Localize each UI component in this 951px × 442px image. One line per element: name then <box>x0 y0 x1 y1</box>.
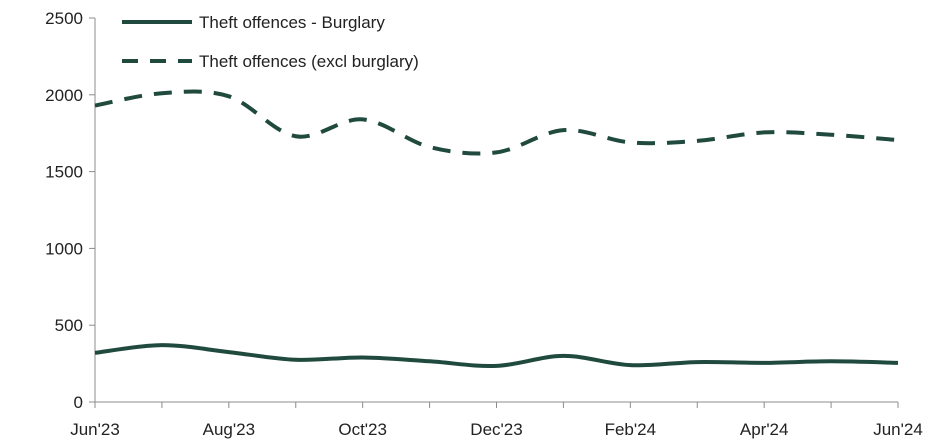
x-tick-label: Jun'23 <box>70 420 120 439</box>
x-tick-label: Aug'23 <box>203 420 255 439</box>
y-tick-label: 500 <box>55 316 83 335</box>
x-tick-label: Jun'24 <box>873 420 923 439</box>
y-tick-label: 0 <box>74 393 83 412</box>
series-line-0 <box>94 343 899 369</box>
legend-label-0: Theft offences - Burglary <box>199 13 385 32</box>
axes: 0 500 1000 1500 2000 2500 Jun'23 Aug'23 Oct'23 De… <box>45 9 923 439</box>
x-tick-label: Apr'24 <box>740 420 789 439</box>
x-tick-label: Oct'23 <box>338 420 387 439</box>
y-tick-label: 2500 <box>45 9 83 28</box>
y-tick-label: 1000 <box>45 239 83 258</box>
series-line-1 <box>94 89 899 156</box>
y-tick-label: 1500 <box>45 163 83 182</box>
x-tick-label: Dec'23 <box>470 420 522 439</box>
y-tick-label: 2000 <box>45 86 83 105</box>
x-tick-label: Feb'24 <box>605 420 656 439</box>
legend: Theft offences - Burglary Theft offences … <box>122 13 419 71</box>
series-layer <box>94 89 899 369</box>
legend-label-1: Theft offences (excl burglary) <box>199 52 419 71</box>
